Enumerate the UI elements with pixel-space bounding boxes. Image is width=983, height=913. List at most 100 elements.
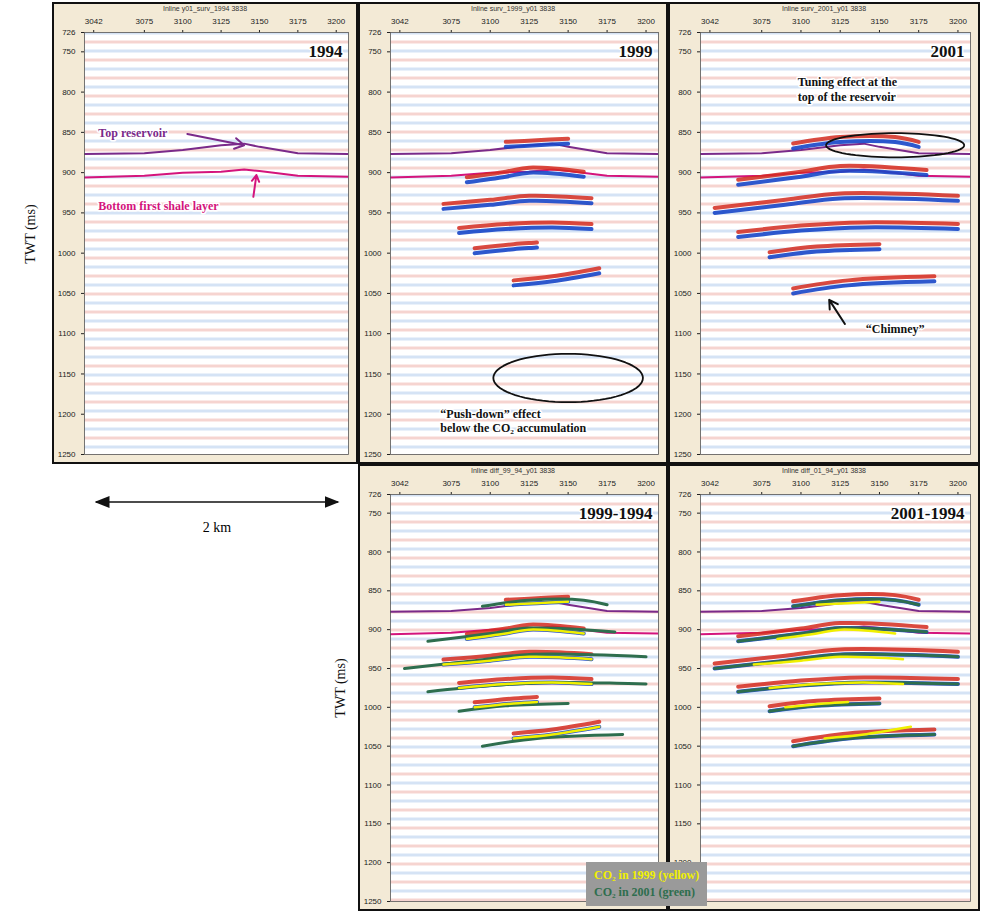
svg-text:3075: 3075 [135, 17, 153, 26]
svg-text:1100: 1100 [674, 329, 692, 338]
svg-text:1999-1994: 1999-1994 [579, 504, 653, 523]
svg-text:1100: 1100 [58, 329, 76, 338]
svg-text:1000: 1000 [674, 249, 692, 258]
svg-text:850: 850 [678, 128, 692, 137]
svg-text:3042: 3042 [391, 479, 409, 488]
svg-text:750: 750 [678, 509, 692, 518]
svg-text:750: 750 [678, 47, 692, 56]
svg-text:2 km: 2 km [203, 520, 232, 535]
svg-text:1250: 1250 [364, 897, 382, 906]
svg-text:3042: 3042 [701, 479, 719, 488]
svg-text:3042: 3042 [391, 17, 409, 26]
svg-text:800: 800 [368, 88, 382, 97]
svg-text:3125: 3125 [212, 17, 230, 26]
svg-text:“Push-down” effectbelow the CO: “Push-down” effectbelow the CO₂ accumula… [440, 407, 586, 435]
svg-text:3100: 3100 [174, 17, 192, 26]
svg-text:1050: 1050 [674, 742, 692, 751]
svg-text:950: 950 [368, 208, 382, 217]
svg-text:3150: 3150 [559, 479, 577, 488]
svg-text:1000: 1000 [364, 249, 382, 258]
svg-text:3100: 3100 [481, 17, 499, 26]
svg-text:3075: 3075 [442, 17, 460, 26]
svg-text:3175: 3175 [910, 479, 928, 488]
svg-text:726: 726 [368, 28, 382, 37]
svg-text:900: 900 [62, 168, 76, 177]
svg-text:3125: 3125 [831, 17, 849, 26]
svg-text:800: 800 [368, 548, 382, 557]
svg-text:1200: 1200 [364, 410, 382, 419]
svg-text:3150: 3150 [251, 17, 269, 26]
svg-text:1250: 1250 [674, 450, 692, 459]
svg-text:1250: 1250 [364, 450, 382, 459]
svg-text:950: 950 [368, 664, 382, 673]
svg-text:950: 950 [62, 208, 76, 217]
svg-text:850: 850 [368, 128, 382, 137]
svg-text:1150: 1150 [674, 819, 692, 828]
svg-text:3100: 3100 [792, 479, 810, 488]
svg-text:1999: 1999 [619, 42, 653, 61]
svg-text:3150: 3150 [871, 17, 889, 26]
svg-text:750: 750 [368, 47, 382, 56]
svg-text:800: 800 [62, 88, 76, 97]
svg-text:1050: 1050 [674, 289, 692, 298]
svg-text:3150: 3150 [559, 17, 577, 26]
svg-text:1050: 1050 [58, 289, 76, 298]
svg-text:800: 800 [678, 548, 692, 557]
svg-text:Tuning effect at thetop of the: Tuning effect at thetop of the reservoir [798, 75, 898, 103]
svg-text:3100: 3100 [792, 17, 810, 26]
svg-text:3175: 3175 [910, 17, 928, 26]
svg-text:850: 850 [368, 586, 382, 595]
svg-text:3100: 3100 [481, 479, 499, 488]
svg-text:1150: 1150 [58, 370, 76, 379]
svg-text:3200: 3200 [637, 479, 655, 488]
svg-text:950: 950 [678, 664, 692, 673]
svg-text:850: 850 [62, 128, 76, 137]
svg-text:1100: 1100 [674, 781, 692, 790]
svg-text:850: 850 [678, 586, 692, 595]
svg-text:1994: 1994 [309, 42, 344, 61]
svg-text:1000: 1000 [364, 703, 382, 712]
svg-text:750: 750 [368, 509, 382, 518]
svg-text:3042: 3042 [85, 17, 103, 26]
svg-text:2001-1994: 2001-1994 [891, 504, 965, 523]
svg-text:3125: 3125 [831, 479, 849, 488]
svg-text:3175: 3175 [598, 17, 616, 26]
svg-text:1100: 1100 [364, 781, 382, 790]
svg-text:3200: 3200 [637, 17, 655, 26]
svg-text:726: 726 [368, 490, 382, 499]
svg-text:1050: 1050 [364, 742, 382, 751]
svg-text:950: 950 [678, 208, 692, 217]
svg-text:“Chimney”: “Chimney” [866, 322, 925, 336]
svg-text:1000: 1000 [674, 703, 692, 712]
svg-text:3125: 3125 [520, 17, 538, 26]
svg-text:1050: 1050 [364, 289, 382, 298]
svg-text:1150: 1150 [364, 370, 382, 379]
svg-text:Top reservoir: Top reservoir [98, 126, 168, 140]
svg-text:900: 900 [368, 168, 382, 177]
svg-text:726: 726 [678, 28, 692, 37]
svg-text:3200: 3200 [327, 17, 345, 26]
svg-text:900: 900 [368, 625, 382, 634]
svg-text:3042: 3042 [701, 17, 719, 26]
svg-text:1150: 1150 [674, 370, 692, 379]
svg-text:3200: 3200 [949, 479, 967, 488]
svg-text:1100: 1100 [364, 329, 382, 338]
svg-text:2001: 2001 [931, 42, 965, 61]
svg-text:3125: 3125 [520, 479, 538, 488]
svg-text:1250: 1250 [58, 450, 76, 459]
svg-text:1200: 1200 [58, 410, 76, 419]
svg-text:1150: 1150 [364, 819, 382, 828]
svg-text:1200: 1200 [364, 858, 382, 867]
svg-text:3150: 3150 [871, 479, 889, 488]
svg-text:3200: 3200 [949, 17, 967, 26]
svg-text:1200: 1200 [674, 410, 692, 419]
svg-text:1000: 1000 [58, 249, 76, 258]
svg-text:900: 900 [678, 625, 692, 634]
svg-text:3075: 3075 [753, 479, 771, 488]
svg-text:3075: 3075 [753, 17, 771, 26]
svg-text:726: 726 [678, 490, 692, 499]
svg-text:800: 800 [678, 88, 692, 97]
svg-text:Bottom first shale layer: Bottom first shale layer [98, 199, 219, 213]
svg-text:750: 750 [62, 47, 76, 56]
svg-text:900: 900 [678, 168, 692, 177]
